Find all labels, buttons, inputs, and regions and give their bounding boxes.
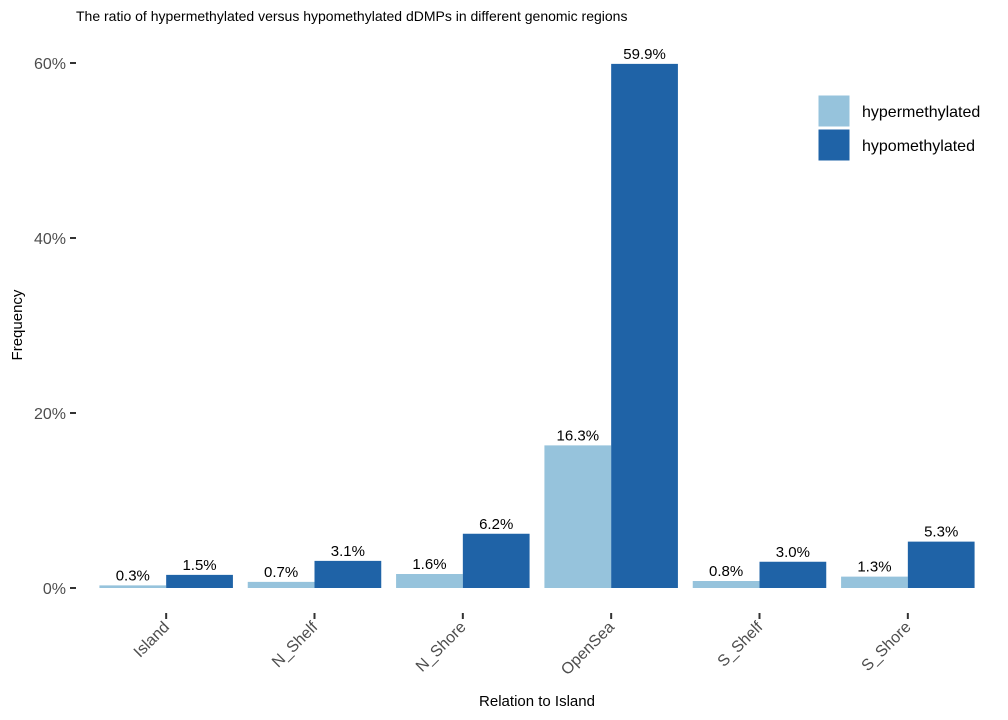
data-label: 1.5% bbox=[182, 557, 216, 574]
data-label: 3.1% bbox=[331, 543, 365, 560]
bar-hypermethylated-N_Shore bbox=[396, 574, 463, 588]
bar-hypermethylated-Island bbox=[99, 585, 167, 588]
data-label: 16.3% bbox=[557, 427, 600, 444]
data-label: 6.2% bbox=[479, 516, 513, 533]
data-label: 0.8% bbox=[709, 563, 743, 580]
x-axis-title: Relation to Island bbox=[479, 693, 595, 710]
bar-hypomethylated-Island bbox=[166, 574, 233, 588]
y-tick-label: 20% bbox=[34, 406, 66, 423]
data-label: 3.0% bbox=[776, 544, 810, 561]
legend-key-hypomethylated bbox=[817, 128, 851, 162]
legend-key-hypermethylated bbox=[817, 94, 851, 128]
data-label: 1.6% bbox=[412, 556, 446, 573]
bar-hypermethylated-OpenSea bbox=[544, 445, 612, 588]
x-tick-label: N_Shore bbox=[413, 619, 470, 676]
y-tick-label: 60% bbox=[34, 56, 66, 73]
legend-label: hypermethylated bbox=[862, 104, 980, 121]
bar-hypermethylated-N_Shelf bbox=[247, 581, 315, 588]
x-tick-label: Island bbox=[131, 619, 173, 661]
bar-hypomethylated-OpenSea bbox=[611, 63, 678, 588]
legend-label: hypomethylated bbox=[862, 138, 975, 155]
bar-hypomethylated-S_Shore bbox=[907, 541, 975, 588]
bar-hypermethylated-S_Shore bbox=[841, 576, 908, 588]
data-label: 0.3% bbox=[116, 567, 150, 584]
bar-hypermethylated-S_Shelf bbox=[692, 581, 760, 588]
y-tick-label: 0% bbox=[43, 581, 66, 598]
x-tick-label: OpenSea bbox=[558, 619, 618, 679]
bar-hypomethylated-N_Shore bbox=[462, 533, 530, 588]
x-tick-label: S_Shelf bbox=[715, 618, 767, 670]
y-axis-title: Frequency bbox=[9, 289, 26, 360]
data-label: 59.9% bbox=[623, 46, 666, 63]
y-tick-label: 40% bbox=[34, 231, 66, 248]
data-label: 0.7% bbox=[264, 564, 298, 581]
chart-title: The ratio of hypermethylated versus hypo… bbox=[76, 8, 628, 24]
bar-hypomethylated-S_Shelf bbox=[759, 561, 827, 588]
x-tick-label: S_Shore bbox=[859, 619, 915, 675]
data-label: 1.3% bbox=[857, 559, 891, 576]
data-label: 5.3% bbox=[924, 524, 958, 541]
x-tick-label: N_Shelf bbox=[269, 618, 322, 671]
bar-hypomethylated-N_Shelf bbox=[314, 560, 382, 588]
